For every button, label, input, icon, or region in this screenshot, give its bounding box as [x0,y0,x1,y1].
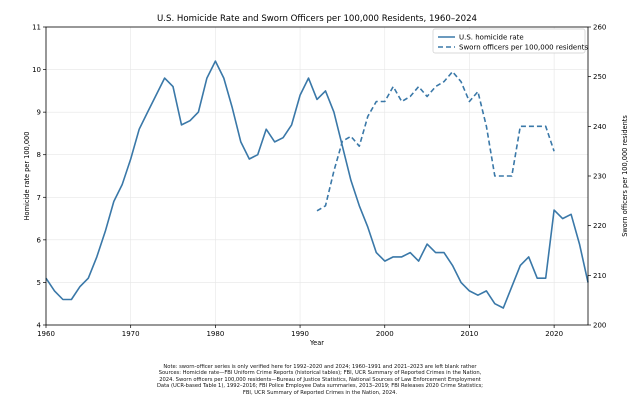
legend-box [432,28,586,54]
x-tick-label: 2010 [461,330,479,338]
legend: U.S. homicide rate Sworn officers per 100… [432,28,588,54]
footnote-line: FBI, UCR Summary of Reported Crimes in t… [242,389,398,396]
y-left-tick-label: 5 [37,279,41,287]
sworn-officers-line [316,70,555,212]
tick-layer: 1960 1970 1980 1990 2000 2010 2020 4 5 6 7 8 9 10 11 20… [32,24,606,339]
x-tick-label: 1980 [206,330,224,338]
x-tick-label: 1970 [122,330,140,338]
legend-label: Sworn officers per 100,000 residents [459,44,588,52]
series-layer [45,60,589,309]
y-left-tick-label: 8 [37,151,41,159]
legend-label: U.S. homicide rate [459,34,524,42]
footnote-line: Note: sworn-officer series is only verif… [163,364,477,370]
y-left-tick-label: 10 [32,66,41,74]
y-right-tick-label: 200 [593,322,606,330]
y-right-tick-label: 260 [593,24,606,32]
y-left-tick-label: 6 [37,236,42,244]
chart-title: U.S. Homicide Rate and Sworn Officers pe… [157,14,477,24]
y-axis-right-label: Sworn officers per 100,000 residents [621,115,629,237]
x-tick-label: 2000 [376,330,394,338]
y-right-tick-label: 230 [593,173,606,181]
footnote: Note: sworn-officer series is only verif… [0,364,640,396]
grid [45,26,588,326]
plot-frame [45,26,589,326]
x-tick-label: 1990 [291,330,309,338]
y-axis-left-label: Homicide rate per 100,000 [23,132,31,221]
y-left-tick-label: 7 [37,194,41,202]
footnote-line: 2024. Sworn officers per 100,000 residen… [159,376,481,383]
y-left-tick-label: 9 [37,109,41,117]
y-right-tick-label: 220 [593,222,606,230]
x-tick-label: 1960 [37,330,55,338]
y-right-tick-label: 210 [593,272,606,280]
y-left-tick-label: 11 [32,24,41,32]
y-right-tick-label: 240 [593,123,606,131]
x-axis-label: Year [309,339,324,347]
footnote-line: Sources: Homicide rate—FBI Uniform Crime… [158,370,482,377]
x-tick-label: 2020 [545,330,563,338]
footnote-line: Data (UCR-based Table 1), 1992–2016; FBI… [156,383,484,390]
homicide-rate-line [45,60,589,309]
y-left-tick-label: 4 [37,322,42,330]
y-right-tick-label: 250 [593,73,606,81]
